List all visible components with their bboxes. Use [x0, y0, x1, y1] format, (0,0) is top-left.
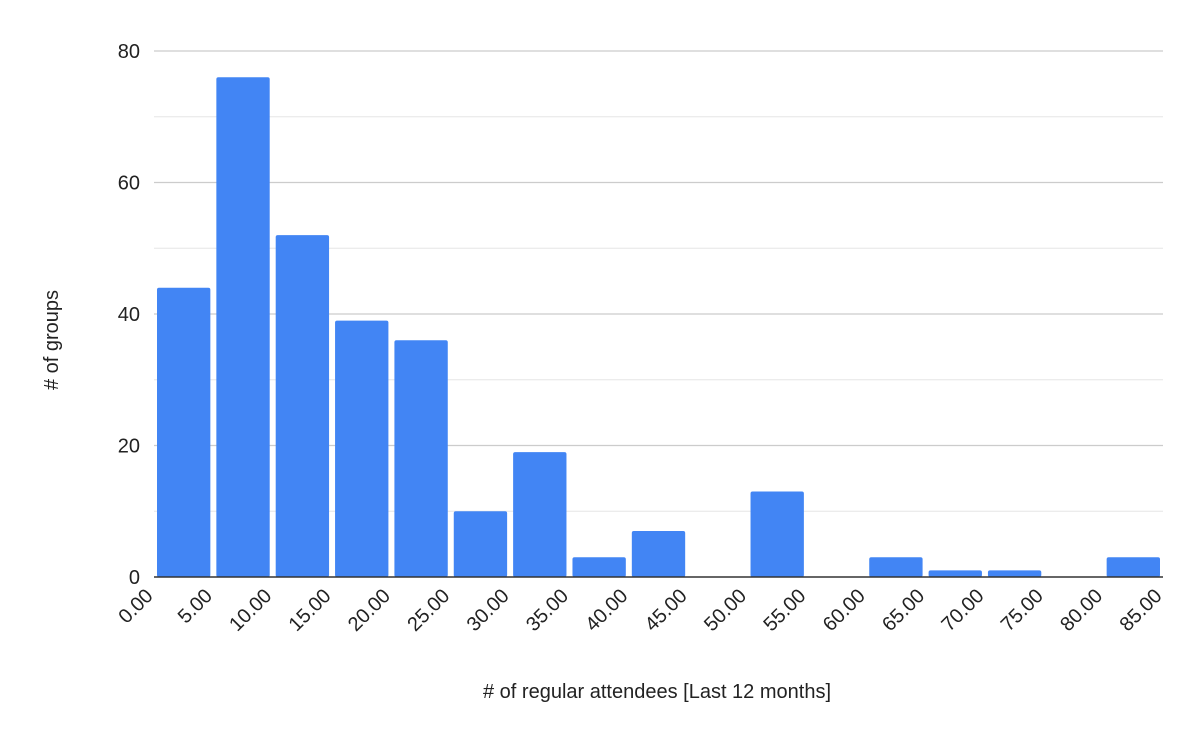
bars — [157, 77, 1160, 578]
x-tick-label: 85.00 — [1116, 585, 1167, 636]
x-tick-label: 30.00 — [463, 585, 514, 636]
bar — [513, 452, 567, 577]
x-tick-label: 40.00 — [581, 585, 632, 636]
x-tick-label: 15.00 — [285, 585, 336, 636]
x-tick-label: 65.00 — [878, 585, 929, 636]
y-tick-label: 0 — [129, 567, 140, 589]
bar — [1106, 557, 1160, 577]
bar — [987, 570, 1042, 577]
x-tick-label: 5.00 — [174, 585, 217, 628]
y-tick-label: 80 — [118, 41, 140, 63]
x-tick-label: 60.00 — [819, 585, 870, 636]
bar — [216, 77, 270, 578]
y-tick-labels: 0 20 40 60 80 — [118, 41, 140, 589]
x-tick-label: 20.00 — [344, 585, 395, 636]
y-tick-label: 20 — [118, 436, 140, 458]
x-tick-labels: 0.00 5.00 10.00 15.00 20.00 25.00 30.00 35.00 40… — [114, 585, 1166, 636]
bar — [631, 530, 686, 577]
bar — [275, 235, 330, 577]
bar — [928, 570, 982, 577]
bar — [750, 491, 804, 577]
x-tick-label: 0.00 — [114, 585, 157, 628]
bar — [572, 557, 626, 577]
x-tick-label: 80.00 — [1056, 585, 1107, 636]
bar — [394, 340, 448, 577]
x-axis-label: # of regular attendees [Last 12 months] — [483, 681, 831, 703]
x-tick-label: 70.00 — [938, 585, 989, 636]
y-tick-label: 60 — [118, 173, 140, 195]
x-tick-label: 25.00 — [403, 585, 454, 636]
bar — [869, 557, 923, 577]
x-tick-label: 75.00 — [997, 585, 1048, 636]
y-tick-label: 40 — [118, 304, 140, 326]
x-tick-label: 10.00 — [225, 585, 276, 636]
x-tick-label: 55.00 — [759, 585, 810, 636]
bar — [335, 320, 389, 577]
x-tick-label: 50.00 — [700, 585, 751, 636]
x-tick-label: 45.00 — [641, 585, 692, 636]
x-tick-label: 35.00 — [522, 585, 573, 636]
bar — [157, 287, 211, 577]
bar — [453, 511, 508, 577]
y-axis-label: # of groups — [41, 290, 63, 390]
